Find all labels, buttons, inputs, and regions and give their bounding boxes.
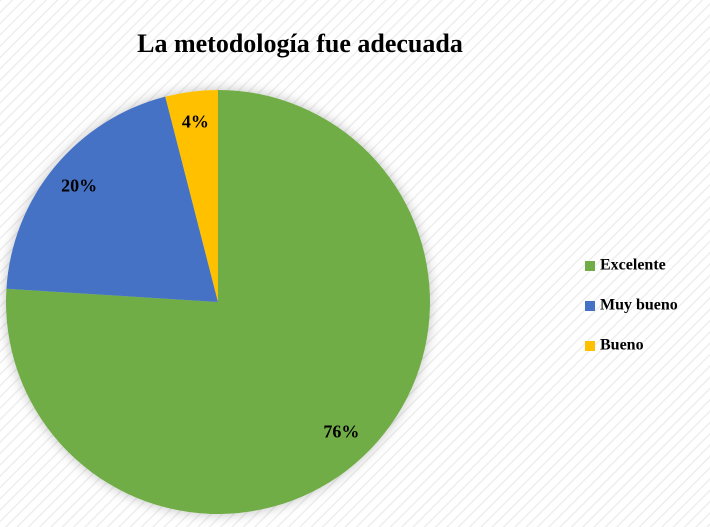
data-label: 76%	[323, 421, 359, 441]
legend-swatch	[585, 261, 595, 271]
legend-label: Muy bueno	[600, 297, 678, 314]
legend-swatch	[585, 301, 595, 311]
pie-slice	[5, 90, 430, 515]
pie	[5, 90, 430, 515]
legend-swatch	[585, 341, 595, 351]
pie-slice	[165, 90, 218, 302]
legend-label: Bueno	[600, 337, 644, 354]
data-label: 4%	[182, 111, 209, 131]
data-label: 20%	[61, 175, 97, 195]
pie-slice	[6, 96, 218, 302]
chart-title: La metodología fue adecuada	[137, 29, 463, 58]
legend-label: Excelente	[600, 257, 666, 274]
